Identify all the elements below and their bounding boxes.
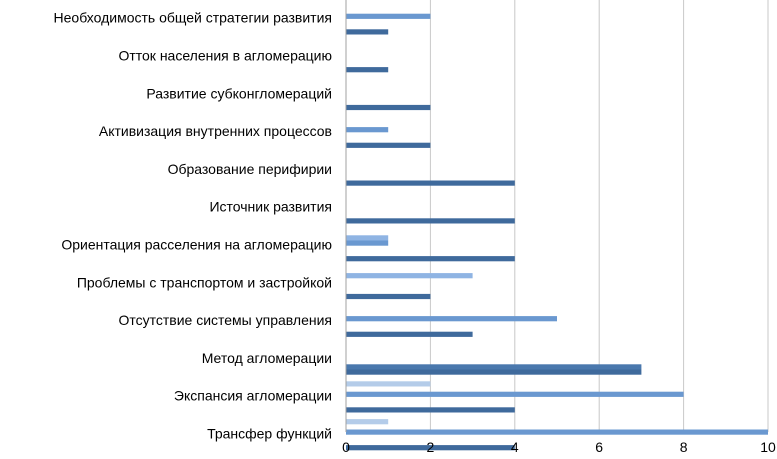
bar-2-series-5 — [346, 104, 431, 111]
category-label-9: Метод агломерации — [202, 350, 332, 366]
category-label-10: Экспансия агломерации — [174, 388, 332, 404]
bar-10-series-2 — [346, 391, 684, 397]
bar-6-series-2 — [346, 240, 389, 246]
category-label-5: Источник развития — [209, 199, 332, 215]
bar-10-series-5 — [346, 407, 515, 413]
bar-5-series-5 — [346, 218, 515, 224]
grid-lines — [429, 0, 769, 432]
bar-1-series-5 — [346, 67, 389, 73]
category-label-3: Активизация внутренних процессов — [99, 123, 332, 139]
category-label-7: Проблемы с транспортом и застройкой — [77, 274, 332, 290]
bar-11-series-2 — [346, 429, 768, 435]
bar-11-series-0 — [346, 419, 389, 425]
category-labels: Необходимость общей стратегии развития От… — [54, 10, 332, 442]
bar-9-series-4 — [346, 364, 642, 370]
bar-0-series-5 — [346, 29, 389, 35]
bar-8-series-5 — [346, 331, 473, 337]
category-label-6: Ориентация расселения на агломерацию — [61, 237, 332, 253]
bar-10-series-0 — [346, 381, 431, 387]
bars — [346, 13, 768, 451]
category-label-1: Отток населения в агломерацию — [118, 48, 332, 64]
category-label-4: Образование перифирии — [168, 161, 332, 177]
category-label-11: Трансфер функций — [207, 426, 332, 442]
x-tick-label-4: 8 — [680, 439, 688, 455]
x-tick-label-2: 4 — [511, 439, 519, 455]
bar-11-series-5 — [346, 445, 515, 451]
bar-8-series-2 — [346, 316, 557, 322]
x-tick-label-0: 0 — [342, 439, 350, 455]
bar-7-series-5 — [346, 293, 431, 300]
bar-9-series-5 — [346, 369, 642, 375]
category-label-0: Необходимость общей стратегии развития — [54, 10, 332, 26]
category-label-8: Отсутствие системы управления — [118, 312, 332, 328]
bar-4-series-5 — [346, 180, 515, 186]
bar-3-series-2 — [346, 127, 389, 133]
bar-0-series-2 — [346, 13, 431, 19]
bar-6-series-1 — [346, 235, 389, 241]
bar-6-series-5 — [346, 256, 515, 262]
x-tick-label-3: 6 — [595, 439, 603, 455]
x-tick-label-1: 2 — [427, 439, 435, 455]
bar-7-series-1 — [346, 273, 473, 279]
bar-3-series-5 — [346, 142, 431, 148]
x-tick-label-5: 10 — [760, 439, 776, 455]
category-label-2: Развитие субконгломераций — [146, 85, 332, 101]
x-tick-labels: 0 2 4 6 8 10 — [342, 439, 776, 455]
